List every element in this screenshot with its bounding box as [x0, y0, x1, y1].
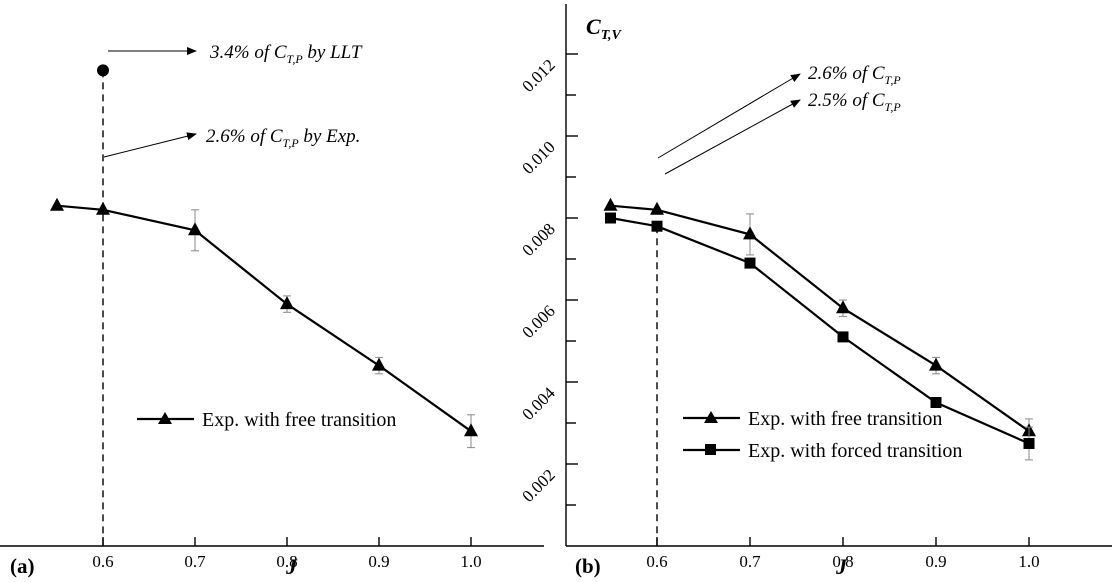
data-point-triangle [464, 423, 478, 437]
panel-a: 0.6 0.7 0.8 0.9 1.0 3.4% of CT,P by LLT 2.6%… [0, 42, 544, 579]
square-marker-icon [705, 444, 716, 455]
data-point-triangle [50, 197, 64, 211]
panel-a-series [50, 197, 478, 449]
y-tick-label: 0.010 [518, 137, 558, 177]
panel-b-free-annotation: 2.6% of CT,P [808, 63, 901, 87]
y-tick-label: 0.006 [518, 301, 558, 341]
data-point-square [1023, 438, 1035, 449]
triangle-marker-icon [704, 411, 718, 423]
series-line-1 [56, 204, 472, 433]
panel-b-legend: Exp. with free transition Exp. with forc… [683, 408, 962, 462]
series-line-1 [610, 204, 1030, 433]
legend-label-forced: Exp. with forced transition [748, 440, 962, 462]
panel-a-llt-point [97, 64, 109, 77]
x-tick-label: 0.9 [368, 552, 389, 571]
panel-b-x-axis-title: J [835, 554, 848, 579]
x-tick-label: 1.0 [460, 552, 481, 571]
panel-a-exp-arrow [103, 132, 197, 158]
x-tick-label: 0.6 [646, 552, 667, 571]
data-point-square [651, 220, 663, 232]
y-tick-label: 0.012 [518, 55, 558, 95]
data-point-triangle [743, 226, 757, 240]
data-point-triangle [188, 222, 202, 236]
data-point-square [744, 257, 756, 269]
panel-b-forced-arrow [664, 99, 801, 175]
x-tick-label: 0.8 [276, 552, 297, 571]
panel-a-label: (a) [10, 554, 35, 578]
triangle-marker-icon [158, 412, 172, 424]
panel-a-x-ticks: 0.6 0.7 0.8 0.9 1.0 [92, 537, 482, 571]
data-point-triangle [650, 201, 664, 215]
x-tick-label: 0.8 [832, 552, 853, 571]
y-tick-label: 0.008 [518, 219, 558, 259]
data-point-triangle [280, 296, 294, 310]
legend-label-free: Exp. with free transition [748, 408, 942, 430]
x-tick-label: 0.6 [92, 552, 113, 571]
panel-a-x-axis-title: J [285, 554, 298, 579]
panel-a-llt-annotation: 3.4% of CT,P by LLT [209, 42, 363, 66]
panel-b-x-ticks: 0.6 0.7 0.8 0.9 1.0 [646, 537, 1040, 571]
data-point-triangle [929, 357, 943, 371]
panel-b-y-axis-title: CT,V [586, 14, 622, 43]
data-point-triangle [836, 300, 850, 314]
data-point-square [605, 212, 616, 224]
x-tick-label: 1.0 [1018, 552, 1039, 571]
data-point-square [837, 331, 849, 343]
data-point-triangle [96, 201, 110, 215]
panel-b-free-arrow [657, 73, 801, 159]
data-point-square [930, 397, 942, 408]
data-point-triangle [372, 357, 386, 371]
data-point-triangle [603, 197, 618, 211]
panel-b-y-ticks: 0.002 0.004 0.006 0.008 0.010 0.012 [518, 53, 578, 506]
y-tick-label: 0.002 [518, 465, 558, 505]
y-tick-label: 0.004 [518, 383, 559, 424]
panel-a-exp-annotation: 2.6% of CT,P by Exp. [206, 126, 360, 150]
series-line-2 [610, 216, 1030, 445]
x-tick-label: 0.7 [184, 552, 206, 571]
panel-b: 0.002 0.004 0.006 0.008 0.010 0.012 0.6 0.7 0.8… [518, 4, 1112, 579]
panel-a-legend: Exp. with free transition [137, 409, 396, 431]
legend-label-free: Exp. with free transition [202, 409, 396, 431]
panel-b-label: (b) [575, 554, 601, 578]
panel-b-series [603, 197, 1036, 461]
x-tick-label: 0.9 [925, 552, 946, 571]
x-tick-label: 0.7 [739, 552, 761, 571]
panel-b-forced-annotation: 2.5% of CT,P [808, 90, 901, 114]
